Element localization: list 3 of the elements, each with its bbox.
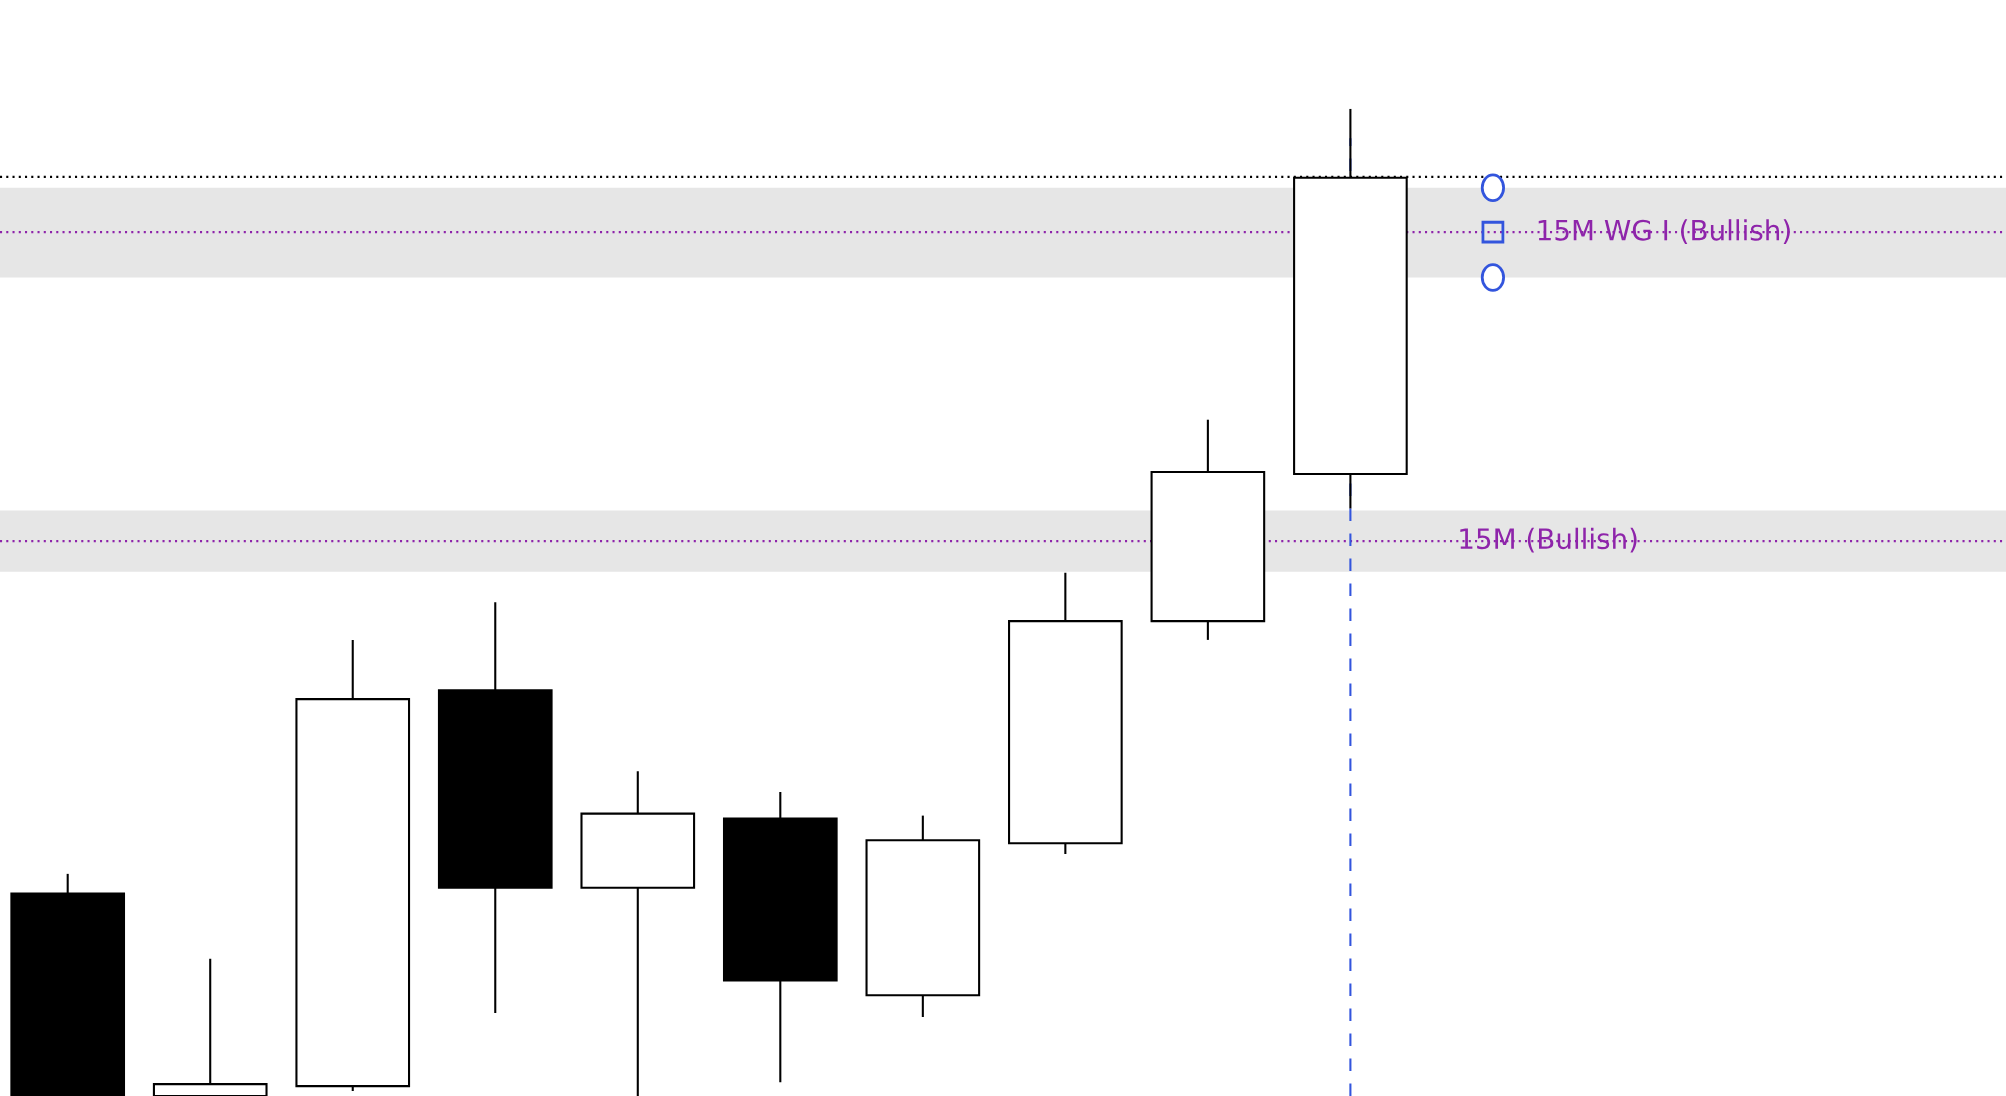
band-label: 15M WG I (Bullish) — [1538, 219, 1790, 244]
candlestick — [152, 957, 268, 1096]
band-label: 15M (Bullish) — [1460, 527, 1637, 553]
